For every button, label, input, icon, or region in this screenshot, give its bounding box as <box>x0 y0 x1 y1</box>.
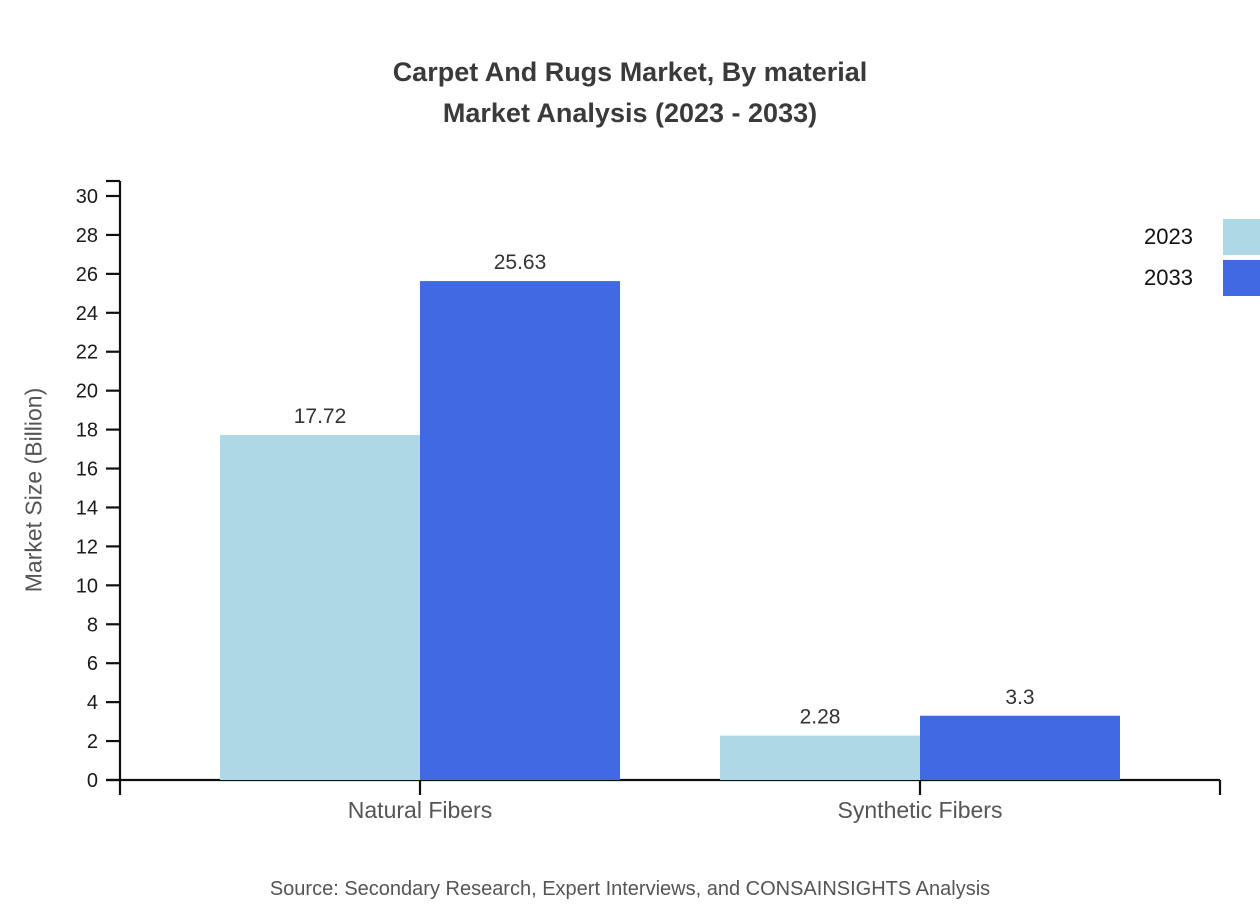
y-tick-label: 28 <box>76 225 98 247</box>
chart-title-line2: Market Analysis (2023 - 2033) <box>442 98 818 128</box>
y-tick-label: 4 <box>87 692 98 714</box>
y-tick-label: 16 <box>76 459 98 481</box>
legend-label-2033: 2033 <box>1144 265 1193 290</box>
legend-label-2023: 2023 <box>1144 224 1193 249</box>
y-tick-label: 8 <box>87 614 98 636</box>
x-category-label-synthetic-fibers: Synthetic Fibers <box>838 797 1003 823</box>
bar-value-label-natural-fibers-2033: 25.63 <box>494 251 547 274</box>
bar-synthetic-fibers-2023 <box>720 735 920 780</box>
bar-natural-fibers-2033 <box>420 281 620 780</box>
y-tick-label: 20 <box>76 381 98 403</box>
y-tick-label: 10 <box>76 575 98 597</box>
y-tick-label: 22 <box>76 342 98 364</box>
legend-swatch-2023 <box>1223 219 1260 255</box>
chart-title: Carpet And Rugs Market, By material Mark… <box>0 52 1260 134</box>
bar-value-label-synthetic-fibers-2023: 2.28 <box>800 706 841 729</box>
bar-natural-fibers-2023 <box>220 435 420 780</box>
y-tick-label: 2 <box>87 731 98 753</box>
bar-value-label-natural-fibers-2023: 17.72 <box>294 405 347 428</box>
y-tick-label: 12 <box>76 536 98 558</box>
y-tick-label: 30 <box>76 186 98 208</box>
y-tick-label: 0 <box>87 770 98 792</box>
y-tick-label: 14 <box>76 497 98 519</box>
legend: 2023 2033 <box>1144 219 1260 296</box>
y-tick-label: 26 <box>76 264 98 286</box>
legend-item-2033: 2033 <box>1144 260 1260 296</box>
legend-item-2023: 2023 <box>1144 219 1260 255</box>
chart-title-line1: Carpet And Rugs Market, By material <box>392 57 868 87</box>
bar-synthetic-fibers-2033 <box>920 715 1120 780</box>
source-text: Source: Secondary Research, Expert Inter… <box>269 878 991 900</box>
y-tick-label: 18 <box>76 420 98 442</box>
y-tick-label: 6 <box>87 653 98 675</box>
y-tick-label: 24 <box>76 303 98 325</box>
legend-swatch-2033 <box>1223 260 1260 296</box>
x-category-label-natural-fibers: Natural Fibers <box>348 797 492 823</box>
bar-value-label-synthetic-fibers-2033: 3.3 <box>1005 686 1034 709</box>
